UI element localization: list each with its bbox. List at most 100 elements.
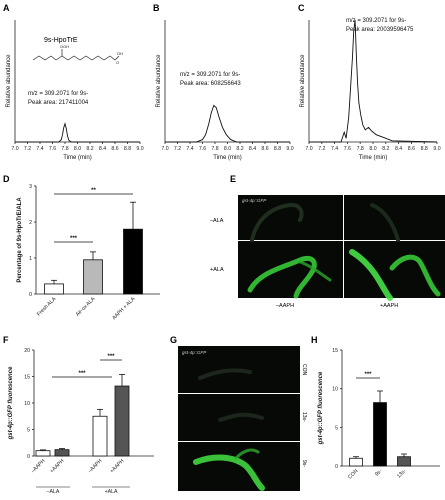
category-label: AAPH + ALA (111, 296, 137, 322)
micrograph-stack-g: gst-4p::GFP CON 13s- 9s- (178, 346, 307, 491)
micrograph-g-13s (178, 394, 300, 441)
x-tick-label: 7.4 (36, 146, 43, 152)
y-tick-label: 3 (29, 184, 32, 190)
significance-stars: ** (91, 188, 96, 194)
micrograph-g-row-label-0: CON (301, 364, 307, 376)
category-label: –AAPH (30, 458, 46, 474)
x-tick-label: 9.0 (433, 146, 440, 152)
bar (114, 385, 130, 457)
panel-label-e: E (230, 174, 236, 184)
micrograph-grid-e: gst-4p::GFP –ALA +ALA –AAPH +AAPH (210, 195, 445, 309)
micrograph-g-9s (178, 442, 300, 491)
y-tick-label: 0 (335, 464, 338, 470)
x-tick-label: 8.0 (74, 146, 81, 152)
x-tick-label: 7.6 (199, 146, 206, 152)
micrograph-e-ala-noaaph (238, 241, 343, 298)
y-tick-label: 20 (24, 348, 30, 354)
y-axis-title: Relative abundance (300, 54, 306, 108)
bar (373, 402, 387, 467)
micrograph-e-row-label-1: +ALA (210, 267, 224, 273)
category-label: Fresh ALA (36, 296, 58, 318)
x-tick-label: 9.0 (136, 146, 143, 152)
x-tick-label: 8.2 (236, 146, 243, 152)
group-label: –ALA (47, 489, 60, 495)
x-tick-label: 7.8 (61, 146, 68, 152)
y-tick-label: 5 (27, 428, 30, 434)
bar (397, 456, 411, 467)
panel-label-f: F (3, 335, 9, 345)
micrograph-g-strain: gst-4p::GFP (182, 350, 206, 355)
y-tick-label: 10 (24, 401, 30, 407)
chromatogram-c: 7.0 7.2 7.4 7.6 7.8 8.0 8.2 8.4 8.6 8.8 9.0 Time (m… (300, 18, 441, 161)
x-axis-title: Time (min) (63, 155, 91, 161)
x-tick-label: 7.2 (318, 146, 325, 152)
panel-label-g: G (170, 335, 177, 345)
bar (92, 415, 108, 457)
micrograph-e-ala-aaph (344, 241, 445, 298)
category-label: 13s- (396, 468, 408, 480)
x-axis-title: Time (min) (213, 155, 241, 161)
y-tick-label: 0 (27, 454, 30, 460)
x-tick-label: 8.4 (395, 146, 402, 152)
panel-label-a: A (3, 3, 10, 13)
y-tick-label: 2 (29, 220, 32, 226)
y-tick-label: 10 (332, 387, 338, 393)
compound-label: 9s-HpoTrE (44, 37, 78, 44)
bar (349, 457, 363, 467)
x-tick-label: 7.8 (211, 146, 218, 152)
category-label: 9s- (374, 468, 384, 478)
panel-label-h: H (311, 335, 318, 345)
y-axis-title: Relative abundance (156, 54, 162, 108)
x-tick-label: 7.2 (24, 146, 31, 152)
y-axis-title: gst-4p::GFP fluorescence (318, 371, 324, 445)
micrograph-e-col-label-1: +AAPH (380, 303, 398, 309)
y-axis-title: Percentage of 9s-HpoTrE/ALA (17, 197, 23, 283)
micrograph-e-strain: gst-4p::GFP (242, 198, 266, 203)
x-tick-label: 8.4 (99, 146, 106, 152)
y-tick-label: 0 (29, 292, 32, 298)
x-tick-label: 9.0 (286, 146, 293, 152)
x-tick-label: 7.4 (331, 146, 338, 152)
category-label: Air-ox ALA (75, 296, 97, 318)
x-tick-label: 8.8 (421, 146, 428, 152)
x-tick-label: 8.8 (274, 146, 281, 152)
significance-stars: *** (70, 236, 78, 242)
x-tick-label: 7.0 (11, 146, 18, 152)
x-tick-label: 7.8 (357, 146, 364, 152)
micrograph-g-row-label-2: 9s- (301, 460, 307, 467)
y-tick-label: 15 (332, 348, 338, 354)
annotation-mz: m/z = 309.2071 for 9s- (28, 91, 88, 97)
annotation-peak-area: Peak area: 20039596475 (346, 27, 414, 33)
y-tick-label: 1 (29, 256, 32, 262)
chromatogram-b: 7.0 7.2 7.4 7.6 7.8 8.0 8.2 8.4 8.6 8.8 9.0 Time (m… (156, 20, 294, 161)
bar-chart-d: 0 1 2 3 Percentage of 9s-HpoTrE/ALA Fresh ALA… (17, 184, 160, 321)
x-tick-label: 8.6 (261, 146, 268, 152)
x-tick-label: 8.2 (382, 146, 389, 152)
x-tick-label: 8.2 (86, 146, 93, 152)
x-tick-label: 8.6 (111, 146, 118, 152)
x-tick-label: 8.0 (224, 146, 231, 152)
x-tick-label: 7.6 (344, 146, 351, 152)
x-tick-label: 8.8 (124, 146, 131, 152)
bar (44, 283, 64, 295)
y-axis-title: gst-4p::GFP fluorescence (8, 366, 14, 440)
annotation-mz: m/z = 309.2071 for 9s- (346, 18, 406, 24)
chromatogram-trace (309, 19, 438, 143)
x-tick-label: 7.4 (186, 146, 193, 152)
bar (35, 450, 51, 457)
y-axis-title: Relative abundance (6, 54, 12, 108)
micrograph-g-row-label-1: 13s- (301, 412, 307, 422)
annotation-mz: m/z = 309.2071 for 9s- (180, 72, 240, 78)
group-label: +ALA (105, 489, 118, 495)
panel-label-d: D (3, 174, 10, 184)
micrograph-e-row-label-0: –ALA (210, 218, 224, 224)
chromatogram-trace (15, 122, 140, 143)
svg-text:O: O (116, 60, 119, 65)
category-label: –AAPH (87, 458, 103, 474)
bar (123, 228, 143, 295)
y-tick-label: 5 (335, 425, 338, 431)
x-tick-label: 7.6 (49, 146, 56, 152)
